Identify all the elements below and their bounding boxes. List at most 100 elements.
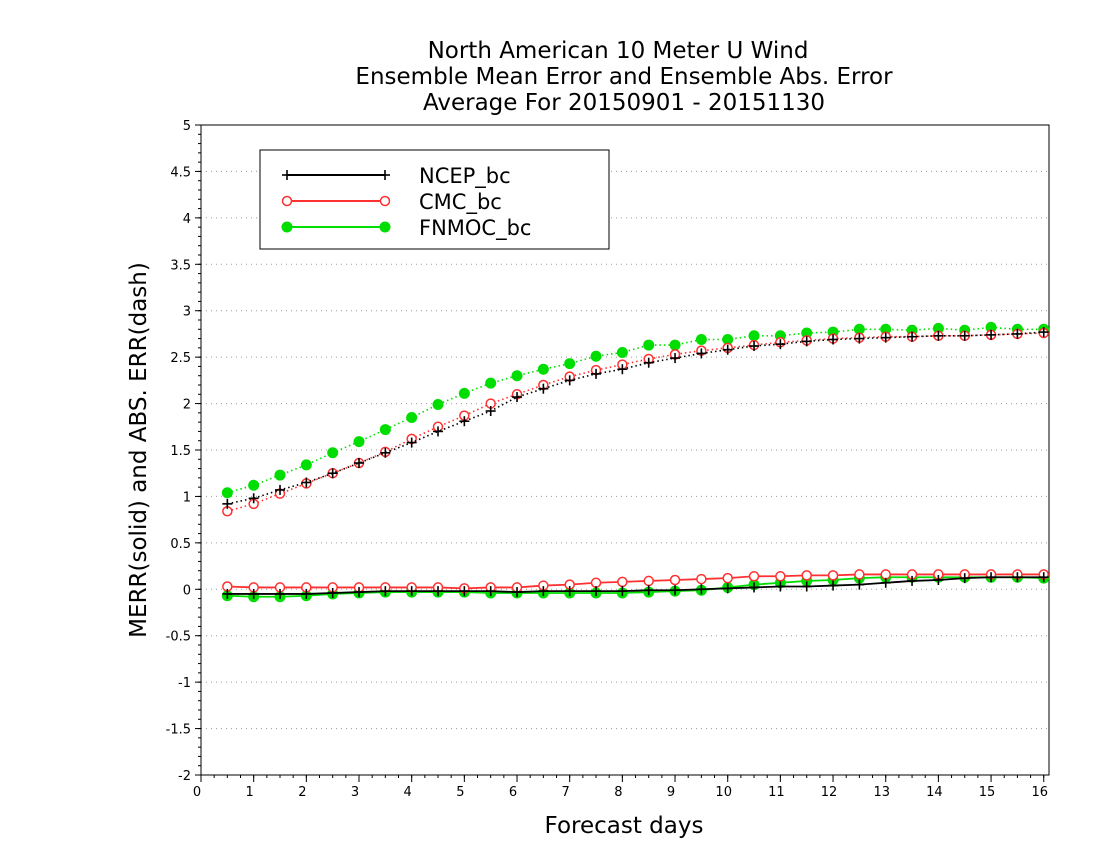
ncep_bc-abs-err-point — [801, 336, 812, 347]
x-tick-label: 7 — [562, 785, 570, 800]
y-tick-label: 2 — [183, 398, 191, 413]
ncep_bc-merr-point — [1038, 572, 1049, 583]
fnmoc_bc-abs-err-point — [643, 339, 655, 351]
x-tick-label: 15 — [979, 785, 996, 800]
y-tick-label: 2.5 — [170, 351, 191, 366]
fnmoc_bc-abs-err-point — [616, 347, 628, 358]
y-tick-label: -1.5 — [166, 723, 191, 738]
ncep_bc-merr-point — [485, 586, 496, 597]
fnmoc_bc-abs-err-point — [564, 358, 576, 370]
ncep_bc-abs-err-point — [354, 458, 365, 468]
ncep_bc-abs-err-point — [564, 375, 575, 386]
ncep_bc-abs-err-point — [933, 330, 944, 341]
ncep_bc-abs-err-point — [459, 416, 470, 427]
ncep_bc-merr-point — [327, 588, 338, 598]
ncep_bc-merr-point — [512, 587, 523, 598]
ncep_bc-merr-point — [380, 586, 391, 597]
x-tick-label: 0 — [193, 785, 201, 800]
legend-entry-ncep_bc: NCEP_bc — [282, 164, 511, 189]
cmc_bc-merr-point — [827, 570, 839, 581]
y-tick-label: 4 — [183, 212, 191, 227]
x-tick-label: 9 — [667, 785, 675, 800]
x-tick-label: 16 — [1031, 785, 1048, 800]
x-tick-label: 8 — [614, 785, 622, 800]
ncep_bc-merr-point — [986, 572, 997, 583]
cmc_bc-merr-point — [696, 573, 707, 585]
legend-label-fnmoc_bc: FNMOC_bc — [419, 216, 531, 241]
legend-marker-cmc_bc-left — [281, 195, 293, 207]
fnmoc_bc-abs-err-point — [221, 487, 233, 499]
fnmoc_bc-abs-err-point — [748, 330, 760, 342]
y-tick-label: 3.5 — [170, 258, 191, 273]
ncep_bc-abs-err-point — [907, 331, 918, 342]
cmc_bc-merr-point — [854, 569, 865, 580]
cmc_bc-merr-point — [748, 571, 760, 582]
ncep_bc-merr-point — [433, 586, 444, 597]
y-tick-label: 3 — [183, 305, 191, 320]
legend-entry-fnmoc_bc: FNMOC_bc — [281, 216, 531, 241]
x-tick-label: 14 — [926, 785, 943, 800]
cmc_bc-merr-point — [722, 572, 733, 584]
ncep_bc-abs-err-point — [380, 447, 391, 458]
ncep_bc-abs-err-point — [617, 364, 628, 375]
ncep_bc-merr-point — [959, 573, 970, 584]
ncep_bc-merr-point — [354, 587, 365, 598]
y-axis-label: MERR(solid) and ABS. ERR(dash) — [126, 262, 152, 638]
x-tick-label: 3 — [351, 785, 359, 800]
cmc_bc-merr-point — [617, 576, 628, 588]
legend-marker-fnmoc_bc-left — [281, 221, 293, 233]
cmc_bc-merr-point — [880, 569, 891, 580]
ncep_bc-merr-line — [227, 576, 1044, 595]
ncep_bc-abs-err-point — [775, 339, 786, 350]
title-line-2: Ensemble Mean Error and Ensemble Abs. Er… — [355, 64, 893, 90]
ncep_bc-abs-err-point — [880, 332, 891, 343]
legend-label-ncep_bc: NCEP_bc — [419, 164, 511, 189]
ncep_bc-abs-err-point — [485, 406, 496, 416]
ncep_bc-abs-err-point — [643, 357, 654, 368]
x-tick-label: 5 — [456, 785, 464, 800]
legend-entry-cmc_bc: CMC_bc — [281, 190, 502, 215]
fnmoc_bc-abs-err-point — [274, 469, 286, 481]
ncep_bc-abs-err-point — [986, 329, 997, 340]
legend-marker-cmc_bc-right — [379, 195, 391, 207]
ncep_bc-merr-point — [222, 588, 233, 599]
ncep_bc-merr-point — [275, 588, 286, 599]
ncep_bc-abs-err-point — [301, 477, 312, 488]
ncep_bc-merr-point — [775, 581, 786, 592]
cmc_bc-merr-point — [643, 575, 654, 587]
x-tick-label: 6 — [509, 785, 517, 800]
y-tick-label: 4.5 — [170, 165, 191, 180]
ncep_bc-merr-point — [749, 582, 760, 593]
x-tick-label: 10 — [715, 785, 732, 800]
series-fnmoc_bc — [221, 321, 1050, 603]
x-tick-label: 13 — [873, 785, 890, 800]
legend-marker-ncep_bc-left — [282, 170, 292, 180]
chart-title: North American 10 Meter U Wind Ensemble … — [355, 38, 893, 116]
ncep_bc-merr-point — [854, 579, 865, 590]
fnmoc_bc-abs-err-point — [327, 447, 339, 459]
cmc_bc-merr-point — [801, 570, 812, 581]
ncep_bc-abs-err-point — [433, 426, 444, 437]
ncep_bc-merr-point — [301, 588, 312, 599]
legend-marker-fnmoc_bc-right — [379, 221, 391, 233]
ncep_bc-merr-point — [1012, 572, 1023, 583]
ncep_bc-merr-point — [617, 586, 628, 597]
x-tick-label: 11 — [768, 785, 785, 800]
ncep_bc-merr-point — [880, 577, 891, 588]
y-tick-label: -1 — [178, 676, 191, 691]
ncep_bc-merr-point — [907, 575, 918, 586]
ncep_bc-merr-point — [670, 585, 681, 596]
y-tick-label: -2 — [178, 769, 191, 784]
series-lines — [221, 321, 1050, 603]
ncep_bc-merr-point — [643, 585, 654, 596]
cmc_bc-merr-point — [775, 571, 786, 582]
fnmoc_bc-abs-err-point — [353, 436, 365, 448]
x-tick-label: 1 — [246, 785, 254, 800]
ncep_bc-merr-point — [248, 588, 259, 599]
ncep_bc-merr-point — [406, 586, 417, 597]
ncep_bc-abs-err-point — [406, 437, 417, 448]
ncep_bc-abs-err-point — [722, 344, 733, 355]
fnmoc_bc-abs-err-point — [379, 424, 391, 436]
